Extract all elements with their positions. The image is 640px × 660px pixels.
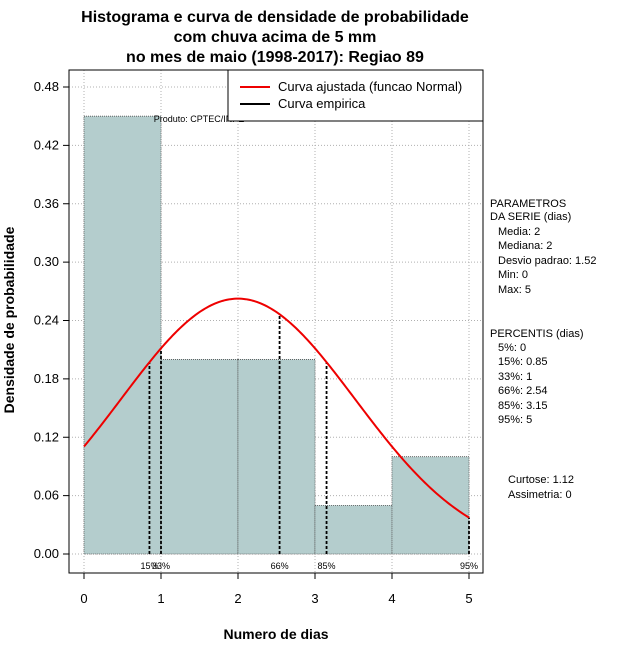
parametros-heading-1: PARAMETROS: [490, 198, 566, 210]
percentis-p15: 15%: 0.85: [498, 356, 548, 368]
x-tick-label-1: 1: [157, 591, 164, 606]
statistics-panel: PARAMETROS DA SERIE (dias) Media: 2 Medi…: [490, 198, 596, 501]
x-tick-label-5: 5: [465, 591, 472, 606]
y-tick-label-7: 0.42: [34, 137, 59, 152]
y-tick-label-6: 0.36: [34, 196, 59, 211]
x-tick-label-3: 3: [311, 591, 318, 606]
y-tick-label-3: 0.18: [34, 371, 59, 386]
parametros-block: PARAMETROS DA SERIE (dias) Media: 2 Medi…: [490, 198, 596, 296]
parametros-heading-2: DA SERIE (dias): [490, 211, 571, 223]
chart-title-line-3: no mes de maio (1998-2017): Regiao 89: [126, 49, 424, 66]
y-tick-label-1: 0.06: [34, 488, 59, 503]
percentile-label-95: 95%: [460, 561, 478, 571]
percentile-label-33: 33%: [152, 561, 170, 571]
percentile-lines: 15%33% 66% 85% 95%: [140, 314, 478, 571]
legend-fitted-label: Curva ajustada (funcao Normal): [278, 79, 462, 94]
chart-title: Histograma e curva de densidade de proba…: [81, 9, 469, 66]
percentis-p95: 95%: 5: [498, 414, 532, 426]
histogram-bar-3: [314, 504, 393, 555]
percentile-label-15: 15%: [140, 561, 158, 571]
parametros-desvio: Desvio padrao: 1.52: [498, 255, 596, 267]
y-tick-label-0: 0.00: [34, 546, 59, 561]
x-axis-title: Numero de dias: [223, 626, 328, 642]
fitted-normal-curve: [83, 297, 470, 519]
histogram-bar-0: [83, 115, 162, 555]
histogram-bar-1: [160, 359, 239, 555]
legend-box: [227, 69, 484, 122]
y-tick-label-4: 0.24: [34, 313, 59, 328]
x-axis: 0 1 2 3 4 5: [80, 573, 473, 606]
y-tick-label-2: 0.12: [34, 429, 59, 444]
parametros-max: Max: 5: [498, 284, 531, 296]
parametros-media: Media: 2: [498, 226, 540, 238]
percentis-p5: 5%: 0: [498, 342, 526, 354]
y-axis-title: Densidade de probabilidade: [1, 226, 17, 413]
histogram-bars: [83, 115, 470, 555]
curtose-value: Curtose: 1.12: [508, 474, 574, 486]
y-tick-label-5: 0.30: [34, 254, 59, 269]
histogram-bar-4: [391, 456, 470, 555]
x-tick-label-0: 0: [80, 591, 87, 606]
parametros-min: Min: 0: [498, 269, 528, 281]
y-axis: 0.00 0.06 0.12 0.18 0.24 0.30 0.36 0.42 0.48: [34, 70, 70, 573]
assimetria-value: Assimetria: 0: [508, 489, 572, 501]
histogram-bar-2: [237, 359, 316, 555]
y-tick-label-8: 0.48: [34, 79, 59, 94]
parametros-mediana: Mediana: 2: [498, 240, 552, 252]
percentis-p66: 66%: 2.54: [498, 385, 548, 397]
percentis-block: PERCENTIS (dias) 5%: 0 15%: 0.85 33%: 1 …: [490, 328, 584, 426]
x-tick-label-4: 4: [388, 591, 395, 606]
chart-title-line-2: com chuva acima de 5 mm: [174, 29, 377, 46]
percentis-p85: 85%: 3.15: [498, 400, 548, 412]
shape-stats-block: Curtose: 1.12 Assimetria: 0: [508, 474, 574, 501]
percentile-label-85: 85%: [318, 561, 336, 571]
legend: Curva ajustada (funcao Normal) Curva emp…: [227, 69, 484, 122]
percentis-p33: 33%: 1: [498, 371, 532, 383]
legend-empirical-label: Curva empirica: [278, 96, 366, 111]
percentile-label-66: 66%: [271, 561, 289, 571]
x-tick-label-2: 2: [234, 591, 241, 606]
chart-title-line-1: Histograma e curva de densidade de proba…: [81, 9, 469, 26]
percentis-heading: PERCENTIS (dias): [490, 328, 584, 340]
product-credit: Produto: CPTEC/INPE: [154, 114, 245, 124]
